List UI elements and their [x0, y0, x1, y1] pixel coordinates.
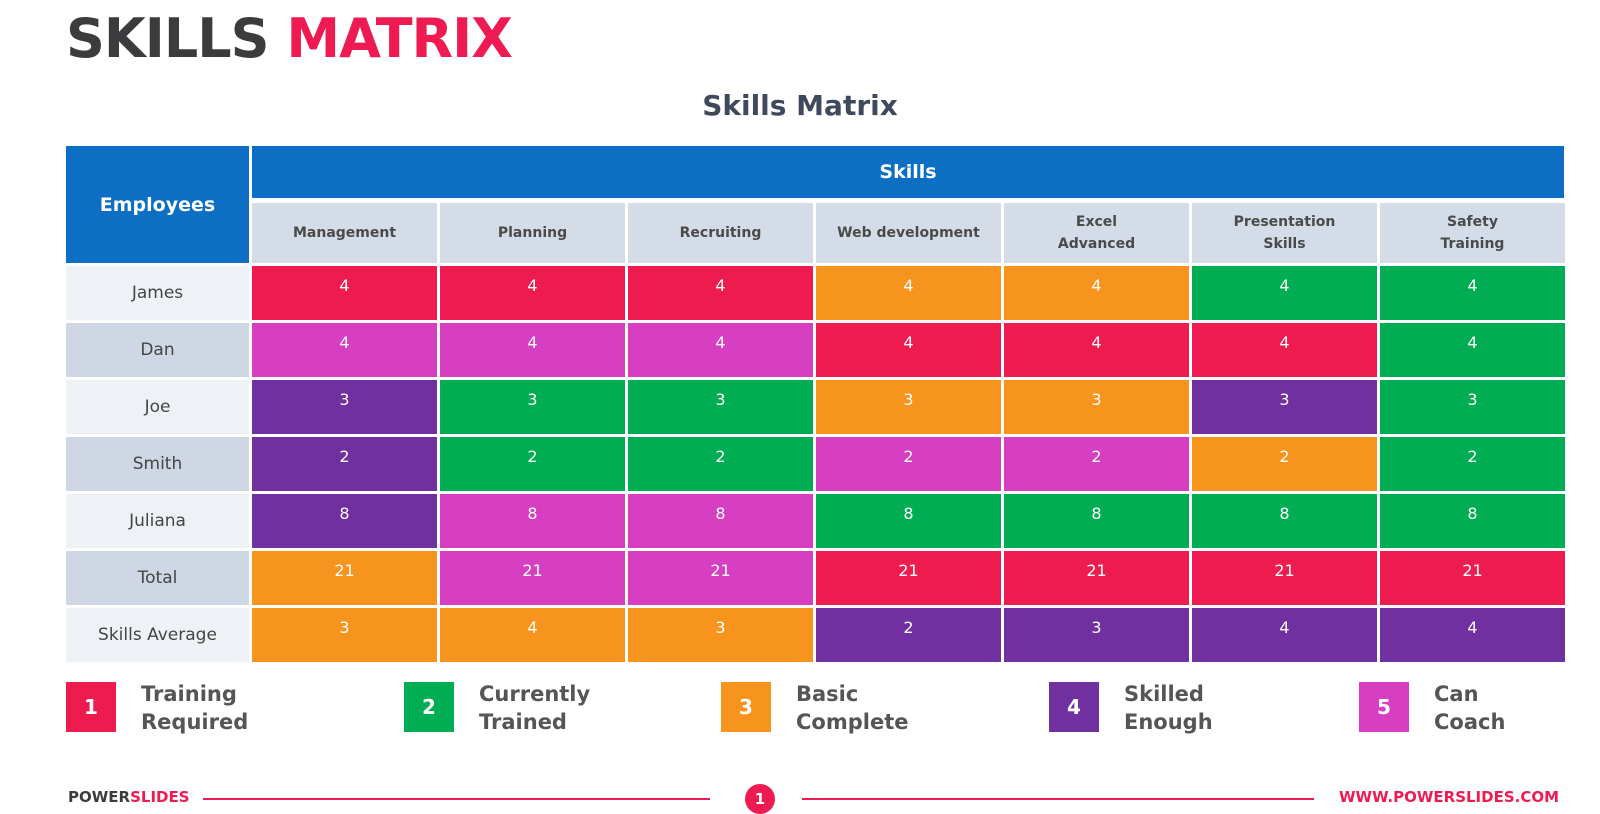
matrix-cell: 2 [816, 608, 1001, 662]
column-header-label: Excel Advanced [1057, 214, 1136, 252]
matrix-cell: 2 [816, 437, 1001, 491]
legend-label: Training Required [141, 682, 249, 734]
matrix-cell: 4 [628, 323, 813, 377]
matrix-subtitle: Skills Matrix [702, 89, 898, 122]
matrix-cell: 2 [440, 437, 625, 491]
matrix-cell: 4 [816, 323, 1001, 377]
legend-swatch: 2 [404, 682, 454, 732]
employees-header: Employees [66, 146, 249, 263]
row-label: James [66, 266, 249, 320]
matrix-cell: 4 [1380, 266, 1565, 320]
matrix-cell: 3 [1004, 608, 1189, 662]
matrix-cell: 21 [252, 551, 437, 605]
legend-label: Can Coach [1434, 682, 1506, 734]
matrix-cell: 4 [628, 266, 813, 320]
row-label: Juliana [66, 494, 249, 548]
matrix-cell: 4 [252, 323, 437, 377]
column-header: Safety Training [1380, 203, 1565, 263]
column-header: Excel Advanced [1004, 203, 1189, 263]
skills-matrix-table: Employees Skills Management Planning Recru… [66, 146, 1565, 662]
footer-divider-right [802, 798, 1314, 800]
matrix-cell: 8 [816, 494, 1001, 548]
matrix-cell: 4 [1004, 266, 1189, 320]
column-header: Web development [816, 203, 1001, 263]
title-word-skills: SKILLS [66, 7, 270, 70]
matrix-cell: 4 [1192, 266, 1377, 320]
matrix-cell: 2 [1380, 437, 1565, 491]
matrix-cell: 21 [1004, 551, 1189, 605]
column-header-label: Web development [837, 225, 980, 241]
matrix-cell: 2 [1004, 437, 1189, 491]
matrix-cell: 3 [628, 380, 813, 434]
matrix-cell: 3 [440, 380, 625, 434]
matrix-cell: 4 [440, 323, 625, 377]
column-header-label: Management [292, 225, 397, 241]
row-label: Skills Average [66, 608, 249, 662]
row-label: Joe [66, 380, 249, 434]
matrix-cell: 2 [252, 437, 437, 491]
legend-swatch: 1 [66, 682, 116, 732]
matrix-cell: 8 [1380, 494, 1565, 548]
brand-power: POWER [68, 788, 131, 806]
column-header: Presentation Skills [1192, 203, 1377, 263]
page-number-badge: 1 [745, 784, 775, 814]
brand-slides: SLIDES [130, 788, 190, 806]
matrix-cell: 4 [440, 266, 625, 320]
matrix-cell: 8 [252, 494, 437, 548]
matrix-cell: 3 [1192, 380, 1377, 434]
matrix-cell: 4 [1380, 323, 1565, 377]
matrix-cell: 2 [628, 437, 813, 491]
footer-url[interactable]: WWW.POWERSLIDES.COM [1339, 788, 1560, 806]
legend-label: Currently Trained [479, 682, 591, 734]
column-header-label: Safety Training [1440, 214, 1505, 252]
matrix-cell: 8 [1192, 494, 1377, 548]
matrix-cell: 21 [816, 551, 1001, 605]
matrix-cell: 3 [816, 380, 1001, 434]
matrix-cell: 3 [1380, 380, 1565, 434]
matrix-cell: 21 [1192, 551, 1377, 605]
matrix-cell: 4 [1004, 323, 1189, 377]
matrix-cell: 4 [252, 266, 437, 320]
skills-header: Skills [252, 146, 1564, 198]
matrix-cell: 4 [816, 266, 1001, 320]
row-label: Total [66, 551, 249, 605]
legend-label: Skilled Enough [1124, 682, 1213, 734]
column-header-label: Presentation Skills [1233, 214, 1336, 252]
matrix-cell: 21 [440, 551, 625, 605]
legend-swatch: 5 [1359, 682, 1409, 732]
legend-swatch: 4 [1049, 682, 1099, 732]
matrix-cell: 4 [440, 608, 625, 662]
matrix-cell: 8 [1004, 494, 1189, 548]
matrix-cell: 2 [1192, 437, 1377, 491]
column-header: Management [252, 203, 437, 263]
matrix-cell: 3 [252, 608, 437, 662]
row-label: Smith [66, 437, 249, 491]
matrix-cell: 4 [1380, 608, 1565, 662]
matrix-cell: 8 [440, 494, 625, 548]
column-header-label: Planning [497, 225, 568, 241]
matrix-cell: 8 [628, 494, 813, 548]
column-header-label: Recruiting [679, 225, 762, 241]
matrix-cell: 21 [1380, 551, 1565, 605]
title-word-matrix: MATRIX [286, 7, 512, 70]
row-label: Dan [66, 323, 249, 377]
page-title: SKILLS MATRIX [66, 4, 513, 74]
footer-brand-logo: POWERSLIDES [68, 788, 190, 806]
column-header: Recruiting [628, 203, 813, 263]
matrix-cell: 3 [252, 380, 437, 434]
footer-divider-left [203, 798, 710, 800]
matrix-cell: 21 [628, 551, 813, 605]
matrix-cell: 4 [1192, 608, 1377, 662]
matrix-cell: 3 [628, 608, 813, 662]
matrix-cell: 3 [1004, 380, 1189, 434]
legend-swatch: 3 [721, 682, 771, 732]
legend-label: Basic Complete [796, 682, 909, 734]
matrix-cell: 4 [1192, 323, 1377, 377]
column-header: Planning [440, 203, 625, 263]
